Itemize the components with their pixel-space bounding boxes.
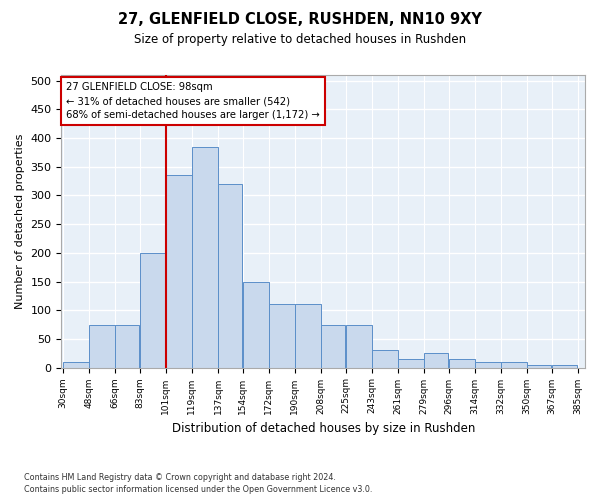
Bar: [372, 350, 398, 368]
Bar: [527, 364, 551, 368]
Bar: [424, 353, 448, 368]
Bar: [243, 282, 269, 368]
Y-axis label: Number of detached properties: Number of detached properties: [15, 134, 25, 309]
Bar: [140, 253, 166, 368]
Bar: [346, 324, 371, 368]
Text: Contains public sector information licensed under the Open Government Licence v3: Contains public sector information licen…: [24, 485, 373, 494]
X-axis label: Distribution of detached houses by size in Rushden: Distribution of detached houses by size …: [172, 422, 475, 435]
Bar: [269, 304, 295, 368]
Bar: [449, 359, 475, 368]
Bar: [192, 146, 218, 368]
Text: 27, GLENFIELD CLOSE, RUSHDEN, NN10 9XY: 27, GLENFIELD CLOSE, RUSHDEN, NN10 9XY: [118, 12, 482, 28]
Text: Contains HM Land Registry data © Crown copyright and database right 2024.: Contains HM Land Registry data © Crown c…: [24, 472, 336, 482]
Bar: [166, 176, 191, 368]
Bar: [89, 324, 115, 368]
Bar: [552, 364, 577, 368]
Bar: [501, 362, 527, 368]
Bar: [218, 184, 242, 368]
Bar: [475, 362, 500, 368]
Bar: [321, 324, 346, 368]
Text: 27 GLENFIELD CLOSE: 98sqm
← 31% of detached houses are smaller (542)
68% of semi: 27 GLENFIELD CLOSE: 98sqm ← 31% of detac…: [66, 82, 320, 120]
Bar: [63, 362, 89, 368]
Bar: [115, 324, 139, 368]
Bar: [295, 304, 321, 368]
Bar: [398, 359, 424, 368]
Text: Size of property relative to detached houses in Rushden: Size of property relative to detached ho…: [134, 32, 466, 46]
